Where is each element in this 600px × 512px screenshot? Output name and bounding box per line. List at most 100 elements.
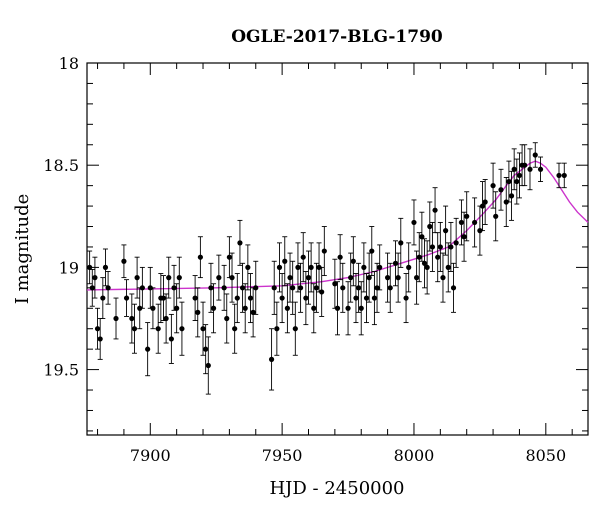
data-point: [432, 207, 438, 213]
x-tick-label: 8050: [525, 446, 566, 465]
y-tick-label: 18.5: [43, 156, 79, 175]
data-point: [210, 305, 217, 311]
data-point: [284, 305, 290, 311]
data-point: [429, 244, 436, 250]
data-point: [150, 305, 156, 311]
data-point: [305, 275, 312, 281]
data-point: [102, 264, 109, 270]
data-points-layer: [87, 142, 567, 395]
x-tick-label: 8000: [394, 446, 435, 465]
data-point: [514, 178, 520, 185]
data-point: [350, 258, 356, 264]
data-point: [313, 285, 320, 291]
data-point: [221, 285, 227, 291]
data-point: [363, 295, 370, 301]
data-point: [276, 264, 283, 270]
data-point: [374, 285, 380, 291]
data-point: [131, 326, 138, 332]
data-point: [316, 264, 322, 270]
data-point: [139, 285, 145, 291]
data-point: [493, 213, 499, 219]
data-point: [145, 346, 151, 352]
data-point: [176, 275, 182, 281]
data-point: [334, 305, 341, 311]
data-point: [247, 295, 254, 301]
data-point: [308, 264, 314, 270]
data-point: [387, 285, 393, 291]
x-axis-label: HJD - 2450000: [269, 478, 404, 499]
data-point: [300, 254, 306, 260]
x-tick-label: 7900: [130, 446, 171, 465]
data-point: [361, 264, 367, 270]
data-point: [453, 240, 459, 246]
data-point: [229, 275, 235, 281]
data-point: [105, 285, 111, 291]
data-point: [282, 258, 288, 264]
data-point: [371, 295, 378, 301]
data-point: [490, 183, 496, 189]
data-point: [192, 295, 198, 301]
data-point: [392, 260, 399, 266]
data-point: [295, 264, 301, 270]
data-point: [290, 285, 296, 291]
data-point: [224, 315, 230, 322]
data-point: [414, 275, 420, 281]
data-point: [437, 244, 443, 250]
data-point: [319, 289, 325, 295]
data-point: [337, 254, 343, 260]
data-point: [250, 309, 256, 315]
data-point: [163, 315, 169, 322]
x-tick-label: 7950: [262, 446, 303, 465]
data-point: [398, 240, 404, 246]
data-point: [421, 260, 428, 266]
data-point: [516, 172, 523, 179]
data-point: [332, 281, 338, 287]
data-point: [472, 219, 478, 226]
data-point: [287, 275, 293, 281]
data-point: [168, 336, 174, 342]
data-point: [147, 285, 153, 291]
data-point: [419, 234, 425, 240]
data-point: [561, 172, 567, 179]
data-point: [445, 264, 451, 270]
data-point: [358, 305, 364, 311]
x-axis-ticks: 7900 7950 8000 8050: [97, 63, 573, 465]
data-point: [353, 295, 359, 301]
model-curve: [86, 160, 589, 291]
data-point: [279, 295, 285, 301]
data-point: [303, 295, 309, 301]
data-point: [226, 254, 232, 260]
data-point: [416, 254, 422, 260]
data-point: [348, 275, 354, 281]
model-curve-layer: [86, 160, 589, 291]
data-point: [508, 193, 515, 199]
data-point: [174, 305, 180, 311]
data-point: [232, 326, 238, 332]
data-point: [443, 228, 449, 234]
data-point: [340, 285, 346, 291]
data-point: [121, 258, 127, 264]
data-point: [134, 275, 140, 281]
data-point: [511, 166, 517, 172]
data-point: [366, 275, 372, 281]
plot-area: [86, 62, 589, 436]
data-point: [461, 234, 467, 240]
data-point: [403, 295, 409, 301]
data-point: [92, 275, 98, 281]
data-point: [242, 305, 248, 311]
data-point: [411, 219, 417, 226]
data-point: [113, 315, 119, 322]
data-point: [506, 178, 512, 185]
data-point: [237, 240, 243, 246]
data-point: [503, 199, 509, 205]
data-point: [195, 309, 201, 315]
data-point: [395, 275, 401, 281]
data-point: [200, 326, 206, 332]
chart-title: OGLE-2017-BLG-1790: [231, 27, 443, 47]
data-point: [355, 285, 362, 291]
data-point: [155, 326, 161, 332]
data-point: [208, 285, 214, 291]
data-point: [245, 264, 251, 270]
data-point: [171, 285, 177, 291]
